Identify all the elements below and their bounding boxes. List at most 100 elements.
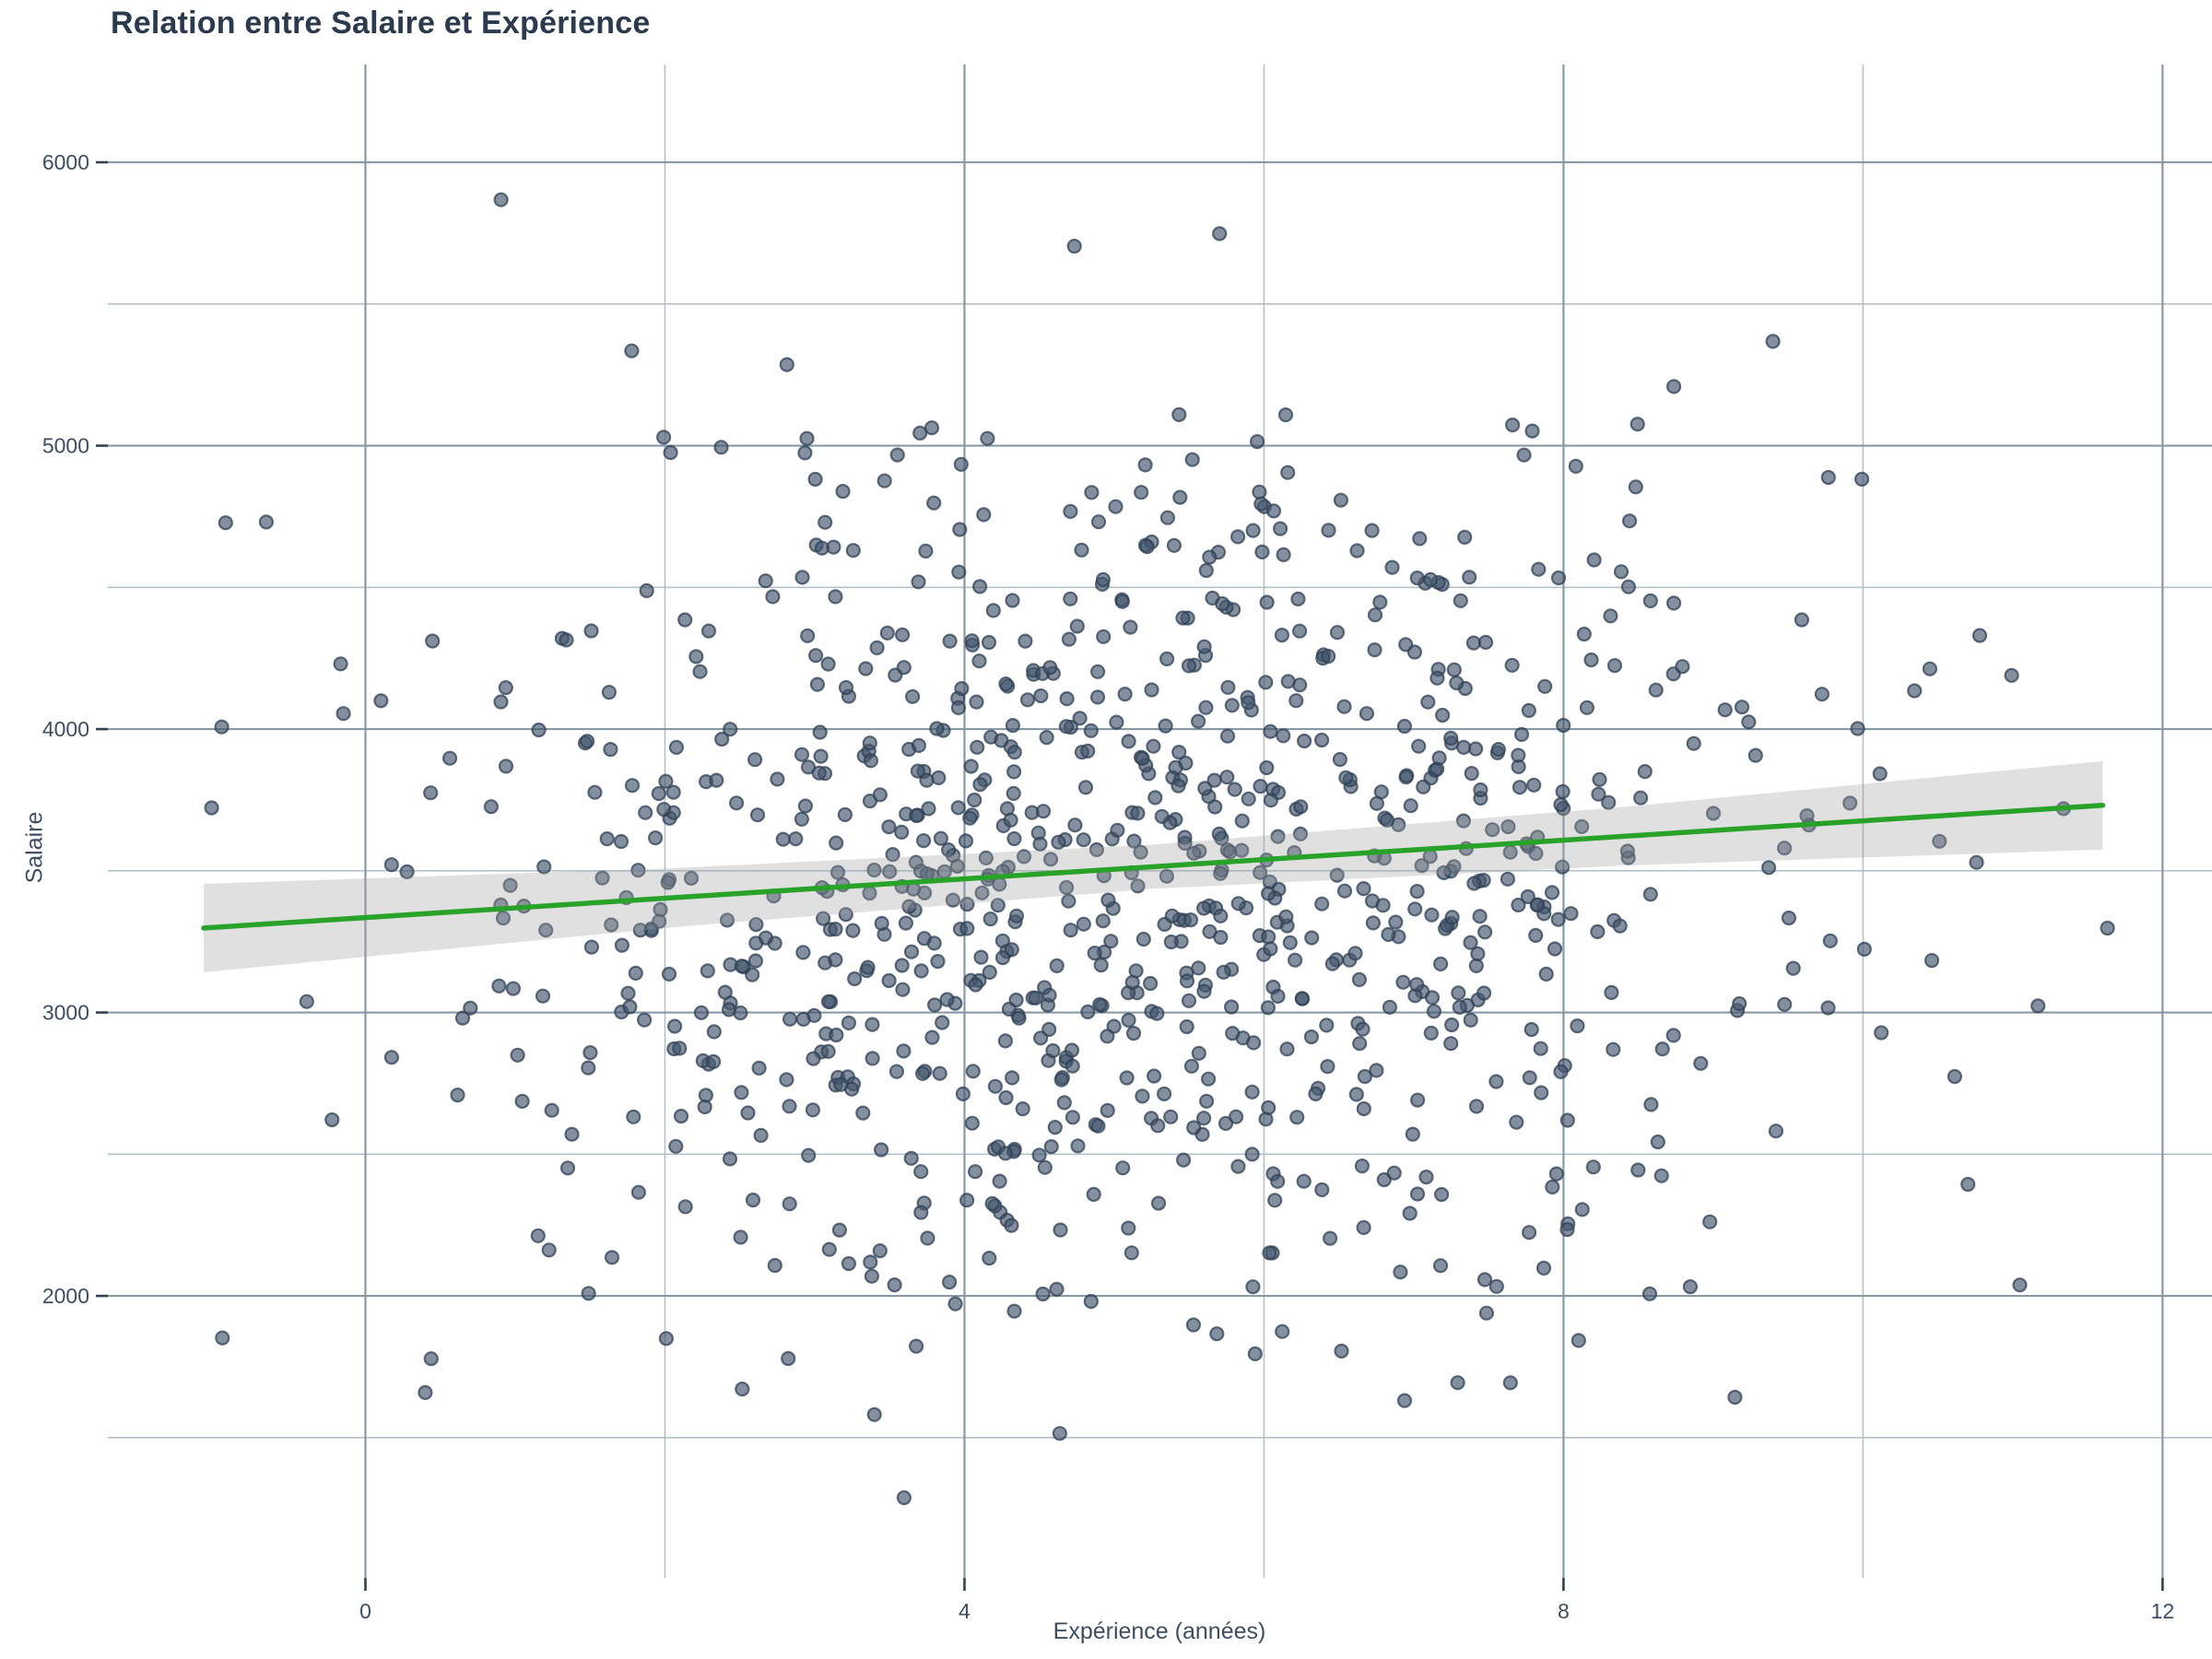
data-point <box>1198 700 1214 715</box>
data-point <box>970 739 985 755</box>
data-point <box>1064 1042 1080 1058</box>
data-point <box>775 831 791 847</box>
data-point <box>1103 934 1119 949</box>
data-point <box>866 1406 882 1422</box>
data-point <box>713 440 729 455</box>
data-point <box>1156 1086 1172 1102</box>
data-point <box>1294 991 1310 1006</box>
data-point <box>949 858 965 875</box>
data-point <box>1379 812 1395 828</box>
data-point <box>998 676 1014 692</box>
data-point <box>1411 738 1427 754</box>
data-point <box>1591 786 1606 802</box>
data-point <box>1642 887 1658 902</box>
data-point <box>1537 678 1553 694</box>
data-point <box>1382 999 1398 1015</box>
data-point <box>1785 960 1801 976</box>
data-point <box>894 824 910 841</box>
data-point <box>1477 924 1493 940</box>
data-point <box>658 1331 675 1347</box>
data-point <box>863 1254 878 1270</box>
data-point <box>733 1230 748 1245</box>
data-point <box>1077 780 1094 795</box>
data-point <box>1218 1115 1234 1132</box>
data-point <box>1005 593 1020 608</box>
data-point <box>1041 1021 1057 1038</box>
data-point <box>903 1150 919 1166</box>
data-point <box>502 877 518 893</box>
data-point <box>1041 987 1057 1003</box>
data-point <box>933 830 949 846</box>
data-point <box>1069 618 1085 634</box>
data-point <box>1146 738 1161 754</box>
data-point <box>1065 1058 1080 1074</box>
data-point <box>837 806 853 823</box>
data-point <box>1621 513 1638 529</box>
data-point <box>1314 896 1330 912</box>
data-point <box>881 818 897 835</box>
data-point <box>1349 543 1365 559</box>
data-point <box>1398 637 1414 653</box>
data-point <box>604 1250 620 1265</box>
data-point <box>1463 1012 1478 1028</box>
data-point <box>1388 914 1404 930</box>
data-point <box>697 1099 712 1115</box>
data-point <box>1168 759 1183 775</box>
data-point <box>706 1024 722 1040</box>
data-point <box>921 801 936 817</box>
data-point <box>721 1002 737 1018</box>
data-point <box>1126 833 1142 849</box>
data-point <box>692 664 708 679</box>
data-point <box>1504 657 1520 673</box>
data-point <box>1544 885 1560 900</box>
data-point <box>1386 1165 1402 1181</box>
data-point <box>872 1242 888 1259</box>
data-point <box>1100 892 1116 908</box>
data-point <box>1637 763 1653 780</box>
data-point <box>882 864 898 879</box>
data-point <box>673 1108 689 1124</box>
data-point <box>1292 826 1309 841</box>
data-point <box>835 483 851 500</box>
data-point <box>1576 626 1592 642</box>
data-point <box>1195 1111 1212 1126</box>
data-point <box>660 875 676 890</box>
data-point <box>717 984 733 1000</box>
data-point <box>873 1142 889 1158</box>
data-point <box>828 921 843 937</box>
axis-tick-marks <box>96 160 2164 1591</box>
data-point <box>748 916 764 933</box>
data-point <box>1488 1278 1504 1294</box>
data-point <box>1259 759 1275 776</box>
data-point <box>1372 594 1388 610</box>
data-point <box>215 1330 230 1346</box>
data-point <box>998 1089 1014 1106</box>
data-point <box>889 447 905 463</box>
data-point <box>1355 1021 1371 1037</box>
data-point <box>1820 469 1836 486</box>
data-point <box>1074 542 1089 558</box>
data-point <box>491 978 507 994</box>
data-point <box>874 915 889 932</box>
data-point <box>1465 635 1482 651</box>
data-point <box>564 1126 580 1142</box>
data-point <box>1547 941 1563 957</box>
data-point <box>1333 492 1349 508</box>
data-point <box>728 795 745 811</box>
data-point <box>982 1250 997 1266</box>
data-point <box>765 589 781 605</box>
data-point <box>1409 570 1425 586</box>
data-point <box>954 680 970 697</box>
data-point <box>820 994 837 1009</box>
data-point <box>758 573 773 589</box>
data-point <box>700 963 715 979</box>
data-point <box>1765 334 1781 349</box>
data-point <box>626 1109 641 1124</box>
data-point <box>1314 1182 1330 1198</box>
data-point <box>1520 888 1535 905</box>
data-point <box>1874 1025 1889 1041</box>
data-point <box>1472 909 1488 924</box>
data-point <box>723 722 738 737</box>
data-point <box>1420 694 1436 710</box>
data-point <box>1032 1030 1049 1046</box>
